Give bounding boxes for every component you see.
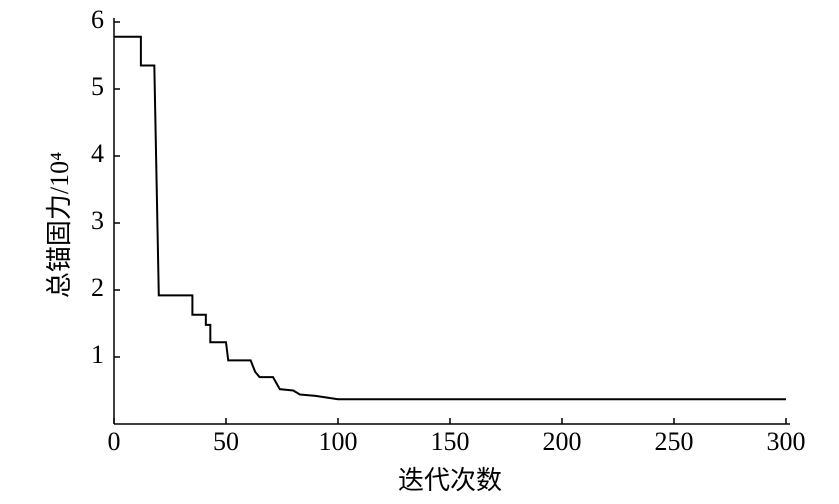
- x-tick-label: 250: [655, 427, 694, 456]
- x-tick-label: 100: [319, 427, 358, 456]
- x-tick-label: 50: [213, 427, 239, 456]
- y-tick-label: 5: [91, 72, 104, 101]
- y-tick-label: 1: [91, 340, 104, 369]
- x-tick-label: 200: [543, 427, 582, 456]
- x-tick-label: 0: [108, 427, 121, 456]
- x-axis-label: 迭代次数: [398, 466, 502, 495]
- y-axis-label: 总锚固力/10⁴: [45, 152, 74, 298]
- y-tick-label: 2: [91, 273, 104, 302]
- y-tick-label: 6: [91, 5, 104, 34]
- y-tick-label: 3: [91, 206, 104, 235]
- x-tick-label: 150: [431, 427, 470, 456]
- y-tick-label: 4: [91, 139, 104, 168]
- data-line: [114, 35, 786, 401]
- x-tick-label: 300: [767, 427, 806, 456]
